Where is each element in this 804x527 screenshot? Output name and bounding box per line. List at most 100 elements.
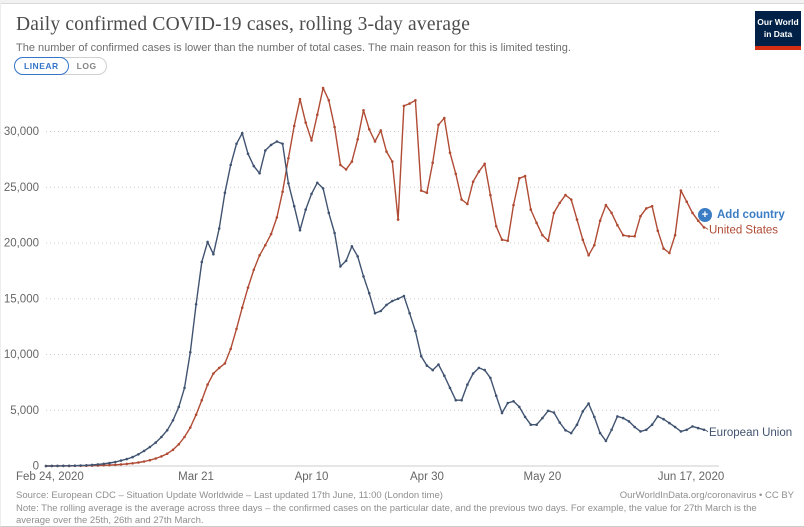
scale-toggle[interactable]: LINEAR LOG [14,57,107,75]
line-chart-plot-area[interactable]: 0 5,000 10,000 15,000 20,000 25,000 30,000 Feb … [1,3,804,527]
data-point [79,464,82,468]
data-point [67,464,71,468]
plus-circle-icon[interactable]: + [698,208,712,222]
data-point [275,216,279,219]
data-point [633,235,636,238]
log-button[interactable]: LOG [76,61,97,71]
data-point [518,177,521,180]
data-point [414,329,417,333]
owid-logo-line1: Our World [757,17,799,28]
data-point [171,448,175,452]
data-point [541,233,544,237]
data-point [535,423,538,427]
data-point [212,252,215,256]
data-point [564,193,567,197]
data-point [229,347,232,351]
data-point [240,306,244,310]
data-point [645,428,648,432]
data-point [217,227,221,230]
data-point [85,464,88,468]
data-point [466,202,469,206]
data-point [119,459,123,462]
data-point [593,415,596,419]
x-tick-label: Apr 30 [410,471,444,483]
data-point [223,362,227,365]
data-point [62,464,65,468]
data-point [645,207,648,210]
data-point [529,423,533,427]
data-point [246,152,250,156]
data-point [223,191,227,195]
data-point [189,351,192,354]
data-point [385,150,388,153]
data-point [471,180,475,183]
data-point [171,419,175,422]
data-point [90,464,94,467]
data-point [523,174,527,178]
data-point [229,163,232,167]
y-tick-label: 10,000 [4,349,39,361]
data-point [402,104,406,108]
data-point [165,452,169,456]
data-point [396,218,400,221]
data-point [604,439,608,443]
data-point [217,366,221,370]
data-point [593,243,596,247]
data-point [391,299,394,303]
series-label-european-union: European Union [709,427,792,439]
data-point [183,435,186,439]
data-point [431,161,435,164]
data-point [662,417,665,421]
data-point [189,426,192,429]
data-point [541,416,544,420]
data-point [587,254,590,257]
data-point [177,443,181,446]
data-point [489,193,492,197]
data-point [518,405,521,409]
add-country-button[interactable]: + Add country [698,208,785,222]
data-point [350,245,354,248]
data-point [587,402,590,405]
y-tick-label: 25,000 [4,182,39,194]
data-point [350,160,354,163]
data-point [546,409,550,413]
data-point [477,170,481,173]
data-point [425,364,429,367]
data-point [108,463,111,467]
data-point [304,208,308,211]
linear-button[interactable]: LINEAR [14,57,69,75]
data-point [662,247,665,250]
data-point [639,214,642,218]
data-point [339,163,342,167]
data-point [125,462,129,466]
data-point [310,192,313,196]
data-point [160,455,163,458]
data-point [581,238,585,241]
add-country-label: Add country [717,209,785,221]
label-connector [704,226,709,230]
data-point [298,97,302,101]
data-point [344,168,348,171]
data-point [137,461,140,464]
data-point [50,464,54,468]
owid-logo-line2: in Data [763,28,793,39]
data-point [610,211,613,215]
data-point [546,239,550,243]
y-tick-label: 20,000 [4,238,39,250]
data-point [466,383,469,386]
data-point [252,164,256,168]
data-point [702,428,706,432]
data-point [379,129,383,132]
owid-link[interactable]: OurWorldInData.org/coronavirus • CC BY [619,490,794,501]
page-top-border [1,3,804,4]
data-point [281,190,284,193]
data-point [558,201,561,205]
data-point [454,172,458,176]
data-point [702,226,706,229]
data-point [414,99,417,102]
data-point [206,240,209,244]
data-point [483,368,487,372]
data-point [142,460,146,463]
data-point [321,86,325,90]
